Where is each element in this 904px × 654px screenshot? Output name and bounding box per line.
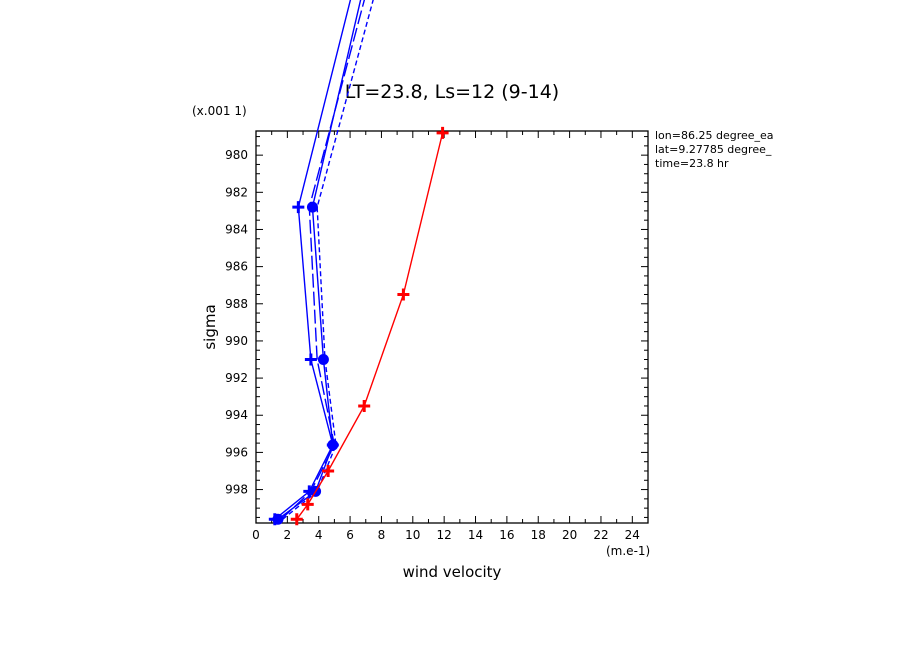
series-point-plus xyxy=(397,288,410,301)
series-line-3 xyxy=(282,0,374,520)
x-tick-label: 0 xyxy=(252,528,260,542)
series-point-circle xyxy=(272,513,284,525)
x-tick-label: 22 xyxy=(593,528,608,542)
plot-frame xyxy=(255,130,649,524)
series-point-plus xyxy=(292,201,305,214)
x-tick-label: 18 xyxy=(531,528,546,542)
series-line-4 xyxy=(296,132,444,520)
series-line-0 xyxy=(274,0,352,520)
x-tick-label: 10 xyxy=(405,528,420,542)
x-tick-label: 20 xyxy=(562,528,577,542)
x-tick-label: 16 xyxy=(499,528,514,542)
series-point-circle xyxy=(306,201,318,213)
y-tick-label: 982 xyxy=(225,185,248,199)
x-tick-label: 12 xyxy=(437,528,452,542)
annotation-lat: lat=9.27785 degree_ xyxy=(655,143,772,156)
y-tick-label: 996 xyxy=(225,445,248,459)
x-axis-label: wind velocity xyxy=(403,563,502,581)
x-tick-label: 24 xyxy=(625,528,640,542)
series-point-plus xyxy=(322,464,335,477)
y-tick-label: 992 xyxy=(225,371,248,385)
x-tick-label: 14 xyxy=(468,528,483,542)
series-line-1 xyxy=(277,0,362,520)
y-tick-label: 980 xyxy=(225,148,248,162)
x-tick-label: 4 xyxy=(315,528,323,542)
series-line-2 xyxy=(280,0,366,520)
series-point-plus xyxy=(290,513,303,526)
x-tick-label: 8 xyxy=(378,528,386,542)
y-tick-label: 998 xyxy=(225,483,248,497)
annotation-time: time=23.8 hr xyxy=(655,157,729,170)
y-axis-label: sigma xyxy=(201,304,219,349)
y-tick-label: 990 xyxy=(225,334,248,348)
series-point-plus xyxy=(358,399,371,412)
series-point-circle xyxy=(327,439,339,451)
chart-title: LT=23.8, Ls=12 (9-14) xyxy=(345,81,559,103)
series-point-plus xyxy=(304,353,317,366)
series-point-plus xyxy=(436,126,449,139)
series-point-plus xyxy=(301,498,314,511)
annotation-lon: lon=86.25 degree_ea xyxy=(655,129,774,142)
y-unit-label: (x.001 1) xyxy=(192,104,247,118)
x-tick-label: 2 xyxy=(284,528,292,542)
x-tick-label: 6 xyxy=(346,528,354,542)
y-tick-label: 994 xyxy=(225,408,248,422)
y-tick-label: 986 xyxy=(225,260,248,274)
y-tick-label: 984 xyxy=(225,222,248,236)
series-point-circle xyxy=(317,354,329,366)
x-unit-label: (m.e-1) xyxy=(606,544,650,558)
chart-marks: 0 2 4 6 8 10 12 14 16 18 20 22 249809829849869889909… xyxy=(225,0,649,542)
y-tick-label: 988 xyxy=(225,297,248,311)
